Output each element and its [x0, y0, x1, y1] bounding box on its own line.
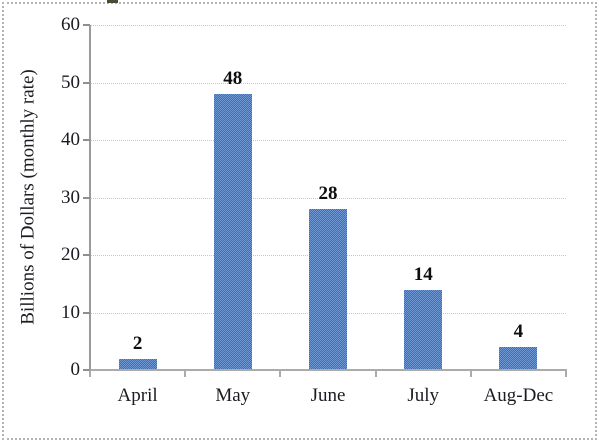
bar	[404, 289, 443, 370]
bar-value-label: 48	[223, 68, 243, 89]
gridline	[90, 25, 566, 26]
x-category-label: April	[117, 385, 158, 406]
bar-value-label: 4	[513, 321, 524, 342]
x-tick-mark	[469, 371, 472, 377]
x-category-label: July	[407, 385, 440, 406]
x-tick-mark	[279, 371, 282, 377]
bar-value-label: 2	[132, 332, 143, 354]
y-tick-label: 10	[61, 301, 80, 323]
gridline	[90, 82, 566, 84]
bar	[309, 209, 347, 370]
bar	[118, 358, 157, 370]
y-tick-label: 50	[61, 71, 80, 93]
y-tick-mark	[83, 311, 90, 314]
y-tick-mark	[83, 24, 90, 26]
y-tick-label: 0	[70, 359, 81, 380]
x-tick-mark	[89, 371, 91, 377]
x-category-label: June	[310, 385, 346, 406]
gridline	[90, 197, 566, 199]
x-category-label: Aug-Dec	[483, 385, 554, 406]
x-axis-line	[90, 369, 567, 371]
y-tick-mark	[83, 369, 90, 371]
cropped-text-artifact	[107, 0, 118, 3]
x-tick-mark	[374, 371, 377, 377]
x-tick-mark	[565, 371, 567, 377]
bar	[213, 94, 252, 370]
y-tick-mark	[83, 81, 90, 84]
y-tick-mark	[83, 196, 90, 199]
y-tick-label: 30	[61, 186, 80, 208]
gridline	[90, 140, 566, 141]
x-category-label: May	[215, 385, 251, 406]
y-tick-mark	[83, 139, 90, 141]
bar-value-label: 14	[413, 263, 433, 285]
bar-value-label: 28	[318, 183, 338, 204]
y-tick-label: 60	[61, 14, 80, 35]
y-tick-mark	[83, 254, 90, 256]
plot-area: 2 48 28 14 4	[90, 25, 566, 370]
x-tick-mark	[184, 371, 187, 377]
y-tick-label: 40	[61, 129, 80, 150]
y-axis-line	[89, 25, 91, 376]
y-tick-label: 20	[61, 244, 80, 265]
bar	[499, 347, 538, 370]
